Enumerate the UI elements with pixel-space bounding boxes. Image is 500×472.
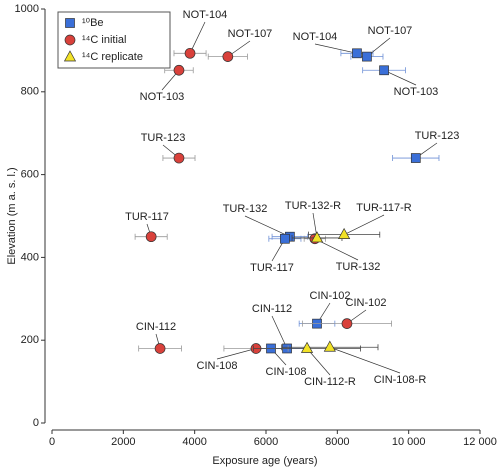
legend-box xyxy=(57,11,171,69)
point-label: TUR-132 xyxy=(336,261,381,273)
point-label: NOT-103 xyxy=(140,91,185,103)
leader-line xyxy=(314,43,358,54)
point-label: TUR-132 xyxy=(223,203,268,215)
point-label: TUR-123 xyxy=(415,130,460,142)
point xyxy=(300,341,314,353)
y-tick-label: 400 xyxy=(21,251,39,263)
point-label: TUR-132-R xyxy=(285,200,341,212)
point-label: CIN-108 xyxy=(197,360,238,372)
y-tick-label: 600 xyxy=(21,169,39,181)
point-label: NOT-103 xyxy=(394,86,439,98)
point-label: CIN-102 xyxy=(346,297,387,309)
point-label: NOT-107 xyxy=(368,25,413,37)
y-axis-label: Elevation (m a. s. l.) xyxy=(6,167,18,264)
leader-line xyxy=(343,214,385,235)
leader-line xyxy=(314,238,359,261)
point-label: TUR-117 xyxy=(250,262,294,274)
y-tick-label: 1000 xyxy=(15,3,39,15)
x-tick-label: 10 000 xyxy=(392,436,426,448)
y-tick-label: 0 xyxy=(33,417,39,429)
x-axis-label: Exposure age (years) xyxy=(212,455,317,467)
point-label: CIN-112 xyxy=(136,321,176,333)
legend-marker xyxy=(63,50,77,62)
point xyxy=(323,340,336,352)
point-label: TUR-117 xyxy=(125,211,169,223)
leader-line xyxy=(244,215,291,238)
point xyxy=(338,227,351,239)
point xyxy=(222,51,234,62)
x-tick-label: 2000 xyxy=(111,436,135,448)
legend-marker xyxy=(64,34,76,46)
point-label: CIN-102 xyxy=(310,290,351,302)
point-label: CIN-108-R xyxy=(374,374,427,386)
point-label: TUR-123 xyxy=(141,132,186,144)
point xyxy=(310,231,324,243)
x-tick-label: 6000 xyxy=(254,436,278,448)
point-label: NOT-107 xyxy=(228,28,273,40)
point xyxy=(145,231,157,243)
point-label: CIN-112 xyxy=(252,303,292,315)
leader-line xyxy=(383,69,417,86)
x-tick-label: 12 000 xyxy=(463,436,497,448)
point-label: NOT-104 xyxy=(183,9,228,21)
x-tick-label: 0 xyxy=(49,436,55,448)
legend-label: ¹⁴C replicate xyxy=(82,51,143,63)
x-tick-label: 8000 xyxy=(325,436,349,448)
point-label: NOT-104 xyxy=(293,31,338,43)
leader-line xyxy=(329,346,401,374)
point xyxy=(173,152,185,164)
leader-line xyxy=(306,348,331,376)
point xyxy=(173,64,185,76)
legend-label: ¹⁴C initial xyxy=(82,34,126,46)
point xyxy=(154,343,166,354)
point-label: TUR-117-R xyxy=(356,202,411,214)
legend-label: ¹⁰Be xyxy=(82,17,104,29)
y-tick-label: 200 xyxy=(21,334,39,346)
point xyxy=(362,51,372,62)
x-tick-label: 4000 xyxy=(182,436,206,448)
point xyxy=(280,233,290,244)
point xyxy=(341,318,353,329)
point-label: CIN-112-R xyxy=(304,376,356,388)
point xyxy=(379,65,389,76)
point xyxy=(352,48,362,59)
leader-line xyxy=(189,21,206,54)
point xyxy=(184,47,196,59)
legend-marker xyxy=(65,18,75,28)
point-label: CIN-108 xyxy=(266,366,307,378)
leader-line xyxy=(216,348,257,360)
point xyxy=(410,153,421,163)
leader-line xyxy=(271,315,288,349)
y-tick-label: 800 xyxy=(21,86,39,98)
